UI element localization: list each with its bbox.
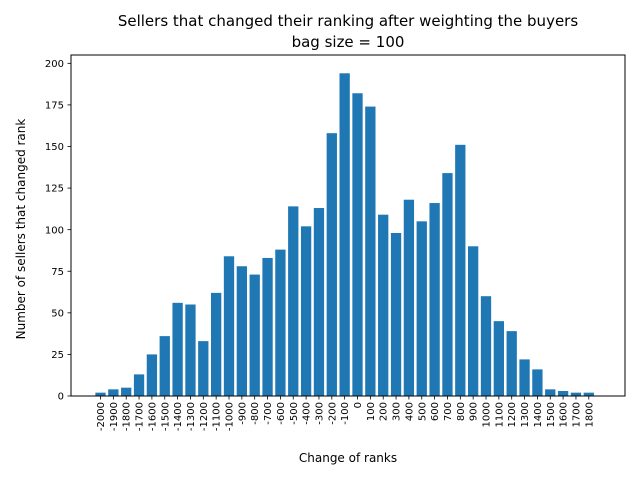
bar--900 bbox=[236, 266, 247, 396]
x-tick-label: 900 bbox=[469, 402, 480, 421]
x-tick-label: -700 bbox=[263, 402, 274, 425]
bar-1300 bbox=[519, 359, 530, 396]
bar-1700 bbox=[570, 392, 582, 396]
x-tick-label: -400 bbox=[302, 402, 313, 425]
x-tick-label: -200 bbox=[327, 402, 338, 425]
chart-title: Sellers that changed their ranking after… bbox=[118, 12, 578, 30]
bar-100 bbox=[365, 106, 376, 396]
x-tick-label: 1300 bbox=[520, 402, 531, 427]
y-tick-label: 75 bbox=[51, 267, 64, 278]
bar-200 bbox=[378, 214, 389, 396]
x-tick-label: -1800 bbox=[122, 402, 133, 431]
bar--600 bbox=[275, 249, 286, 396]
bar-1500 bbox=[545, 389, 556, 396]
x-tick-label: -300 bbox=[314, 402, 325, 425]
bar-300 bbox=[390, 232, 402, 396]
y-tick-label: 125 bbox=[45, 184, 64, 195]
bar--1200 bbox=[198, 341, 209, 396]
x-axis: -2000 -1900 -1800 -1700 -1600 -1500 -1400 -1300… bbox=[96, 396, 595, 431]
x-tick-label: -900 bbox=[237, 402, 248, 425]
y-tick-label: 200 bbox=[45, 59, 64, 70]
bar--2000 bbox=[95, 392, 106, 396]
x-tick-label: 1600 bbox=[559, 402, 570, 427]
bar--1400 bbox=[172, 302, 183, 396]
bar--500 bbox=[288, 206, 299, 396]
x-tick-label: -800 bbox=[250, 402, 261, 425]
y-tick-label: 150 bbox=[45, 142, 64, 153]
plot-frame bbox=[70, 54, 626, 397]
x-tick-label: -1200 bbox=[199, 402, 210, 431]
bar--700 bbox=[262, 257, 273, 396]
x-tick-label: -600 bbox=[276, 402, 287, 425]
x-axis-label: Change of ranks bbox=[299, 451, 397, 465]
bar-600 bbox=[429, 203, 440, 396]
x-tick-label: 400 bbox=[404, 402, 415, 421]
x-tick-label: -1900 bbox=[109, 402, 120, 431]
x-tick-label: -1100 bbox=[212, 402, 223, 431]
x-tick-label: -1700 bbox=[135, 402, 146, 431]
x-tick-label: 1400 bbox=[533, 402, 544, 427]
bar--200 bbox=[326, 133, 337, 396]
bar--1600 bbox=[146, 354, 158, 396]
x-tick-label: -1600 bbox=[147, 402, 158, 431]
chart-subtitle: bag size = 100 bbox=[292, 33, 405, 51]
x-tick-label: -1400 bbox=[173, 402, 184, 431]
bar-400 bbox=[403, 199, 415, 396]
x-tick-label: -1300 bbox=[186, 402, 197, 431]
bar-700 bbox=[442, 173, 453, 396]
bar-1200 bbox=[506, 331, 517, 396]
y-tick-label: 0 bbox=[58, 392, 64, 403]
y-tick-label: 100 bbox=[45, 225, 64, 236]
x-tick-label: 100 bbox=[366, 402, 377, 421]
x-tick-label: 600 bbox=[430, 402, 441, 421]
bar--100 bbox=[339, 73, 350, 397]
bar-1100 bbox=[493, 321, 504, 396]
x-tick-label: 1500 bbox=[546, 402, 557, 427]
bar-800 bbox=[455, 144, 466, 396]
y-tick-label: 25 bbox=[51, 350, 64, 361]
y-axis-label: Number of sellers that changed rank bbox=[14, 119, 28, 340]
x-tick-label: 1200 bbox=[507, 402, 518, 427]
x-tick-label: 200 bbox=[379, 402, 390, 421]
bar--1700 bbox=[133, 374, 145, 396]
bar-1000 bbox=[480, 296, 492, 396]
bar--1500 bbox=[159, 336, 170, 396]
bar-1400 bbox=[532, 369, 543, 396]
x-tick-label: 1000 bbox=[482, 402, 493, 427]
y-tick-label: 175 bbox=[45, 101, 64, 112]
x-tick-label: 500 bbox=[417, 402, 428, 421]
bar--1800 bbox=[121, 387, 132, 396]
x-tick-label: -500 bbox=[289, 402, 300, 425]
bar--400 bbox=[300, 226, 312, 396]
bar-0 bbox=[352, 93, 363, 396]
bar-500 bbox=[416, 221, 427, 396]
x-tick-label: -1000 bbox=[225, 402, 236, 431]
bar--1000 bbox=[223, 256, 235, 396]
x-tick-label: 1800 bbox=[584, 402, 595, 427]
x-tick-label: -1500 bbox=[160, 402, 171, 431]
y-axis: 0 25 50 75 100 125 150 175 200 bbox=[45, 59, 71, 403]
bar-1600 bbox=[557, 391, 569, 396]
x-tick-label: -2000 bbox=[96, 402, 107, 431]
x-tick-label: 1100 bbox=[494, 402, 505, 427]
bar-1800 bbox=[583, 392, 594, 396]
bar--1900 bbox=[108, 389, 119, 396]
bar--1100 bbox=[211, 292, 222, 396]
x-tick-label: 700 bbox=[443, 402, 454, 421]
x-tick-label: 800 bbox=[456, 402, 467, 421]
y-tick-label: 50 bbox=[51, 308, 64, 319]
x-tick-label: 1700 bbox=[571, 402, 582, 427]
x-tick-label: 0 bbox=[353, 402, 364, 408]
bar-900 bbox=[468, 246, 479, 396]
bars-group bbox=[95, 73, 594, 397]
bar--300 bbox=[313, 208, 325, 396]
bar--1300 bbox=[185, 304, 196, 396]
x-tick-label: -100 bbox=[340, 402, 351, 425]
bar--800 bbox=[249, 274, 260, 396]
x-tick-label: 300 bbox=[392, 402, 403, 421]
